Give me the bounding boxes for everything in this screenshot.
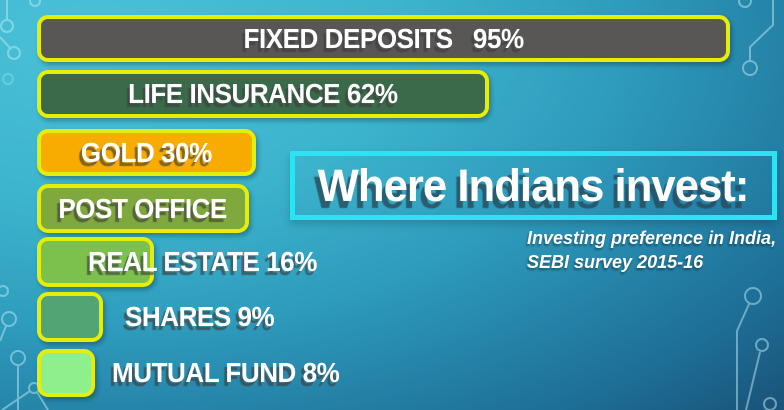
bar-row-mutual-fund: MUTUAL FUND 8%: [0, 349, 784, 397]
bar-life-insurance: LIFE INSURANCE 62%: [37, 70, 489, 118]
bar-row-post-office: POST OFFICE: [0, 184, 784, 233]
bar-label-life-insurance: LIFE INSURANCE 62%: [128, 78, 398, 109]
bar-post-office: POST OFFICE: [37, 184, 249, 233]
bar-label-fixed-deposits: FIXED DEPOSITS 95%: [243, 22, 524, 54]
bar-label-gold: GOLD 30%: [81, 136, 212, 168]
circuit-node-icon: [29, 0, 41, 7]
bar-fixed-deposits: FIXED DEPOSITS 95%: [37, 15, 730, 62]
circuit-node-icon: [763, 397, 777, 410]
bar-label-post-office: POST OFFICE: [58, 192, 228, 224]
bar-label-shares: SHARES 9%: [125, 301, 275, 332]
bar-label-mutual-fund: MUTUAL FUND 8%: [112, 357, 340, 388]
bar-row-real-estate: REAL ESTATE 16%: [0, 237, 784, 287]
bar-row-life-insurance: LIFE INSURANCE 62%: [0, 70, 784, 118]
bar-real-estate: [37, 237, 154, 287]
bar-row-fixed-deposits: FIXED DEPOSITS 95%: [0, 15, 784, 62]
page-title: Where Indians invest:: [318, 160, 750, 211]
subtitle-line-2: SEBI survey 2015-16: [527, 252, 704, 272]
circuit-node-icon: [738, 0, 752, 8]
bar-row-shares: SHARES 9%: [0, 292, 784, 342]
bar-label-real-estate: REAL ESTATE 16%: [88, 246, 317, 277]
bar-row-gold: GOLD 30%: [0, 129, 784, 176]
subtitle-line-1: Investing preference in India,: [527, 228, 777, 248]
title-box: Where Indians invest:: [290, 151, 777, 220]
bar-shares: [37, 292, 103, 342]
bar-mutual-fund: [37, 349, 95, 397]
subtitle: Investing preference in India, SEBI surv…: [527, 226, 777, 274]
bar-gold: GOLD 30%: [37, 129, 256, 176]
